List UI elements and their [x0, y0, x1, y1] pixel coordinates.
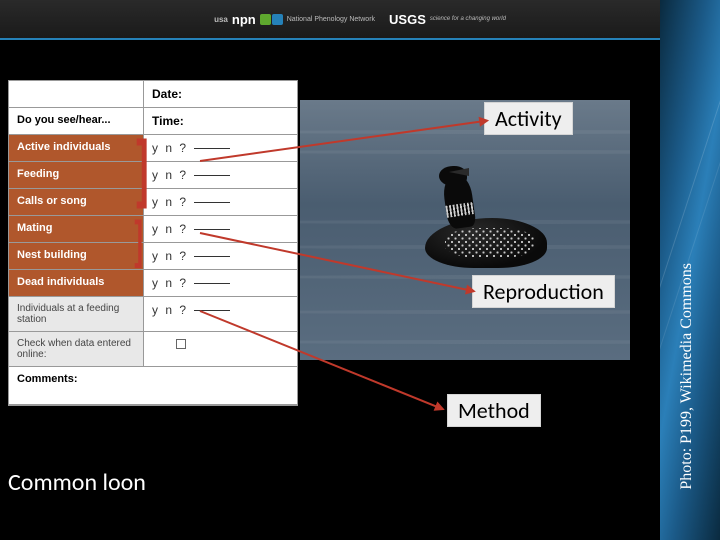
- bracket-activity: ]: [136, 130, 148, 205]
- form-row: Individuals at a feeding stationy n ?: [9, 297, 297, 332]
- loon-beak: [449, 168, 469, 176]
- loon-body: [425, 218, 547, 268]
- row-label: Nest building: [9, 243, 144, 269]
- row-label: Calls or song: [9, 189, 144, 215]
- tag-reproduction: Reproduction: [472, 275, 615, 308]
- header-bar: usa npn National Phenology Network USGS …: [0, 0, 720, 40]
- row-label: Dead individuals: [9, 270, 144, 296]
- form-row: Dead individualsy n ?: [9, 270, 297, 297]
- row-label: Individuals at a feeding station: [9, 297, 144, 331]
- online-check-row: Check when data entered online:: [9, 332, 297, 367]
- form-row: Calls or songy n ?: [9, 189, 297, 216]
- online-check-label: Check when data entered online:: [9, 332, 144, 366]
- bracket-reproduction: ]: [134, 214, 143, 266]
- date-label: Date:: [144, 81, 297, 107]
- row-response[interactable]: y n ?: [144, 270, 297, 296]
- usgs-main: USGS: [389, 12, 426, 27]
- form-row: Active individualsy n ?: [9, 135, 297, 162]
- checkbox-icon[interactable]: [176, 339, 186, 349]
- comments-row: Comments:: [9, 367, 297, 405]
- usgs-sub: science for a changing world: [430, 16, 506, 22]
- form-header-time: Do you see/hear... Time:: [9, 108, 297, 135]
- row-response[interactable]: y n ?: [144, 297, 297, 331]
- usgs-logo: USGS science for a changing world: [389, 12, 506, 27]
- row-response[interactable]: y n ?: [144, 162, 297, 188]
- green-icon: [260, 14, 271, 25]
- row-label: Active individuals: [9, 135, 144, 161]
- tag-activity: Activity: [484, 102, 573, 135]
- species-name: Common loon: [8, 468, 146, 497]
- form-row: Feedingy n ?: [9, 162, 297, 189]
- row-label: Feeding: [9, 162, 144, 188]
- loon-head: [439, 166, 467, 186]
- online-check-cell: [144, 332, 297, 366]
- row-response[interactable]: y n ?: [144, 189, 297, 215]
- tag-method: Method: [447, 394, 541, 427]
- prompt-label: Do you see/hear...: [9, 108, 144, 134]
- form-row: Nest buildingy n ?: [9, 243, 297, 270]
- npn-logo: usa npn National Phenology Network: [214, 12, 375, 27]
- row-label: Mating: [9, 216, 144, 242]
- blue-icon: [272, 14, 283, 25]
- form-row: Matingy n ?: [9, 216, 297, 243]
- form-header-date: Date:: [9, 81, 297, 108]
- blank-cell: [9, 81, 144, 107]
- loon-illustration: [415, 170, 555, 270]
- npn-prefix: usa: [214, 15, 228, 24]
- npn-sub: National Phenology Network: [287, 16, 375, 23]
- photo-credit: Photo: P199, Wikimedia Commons: [678, 263, 696, 490]
- npn-main: npn: [232, 12, 256, 27]
- time-label: Time:: [144, 108, 297, 134]
